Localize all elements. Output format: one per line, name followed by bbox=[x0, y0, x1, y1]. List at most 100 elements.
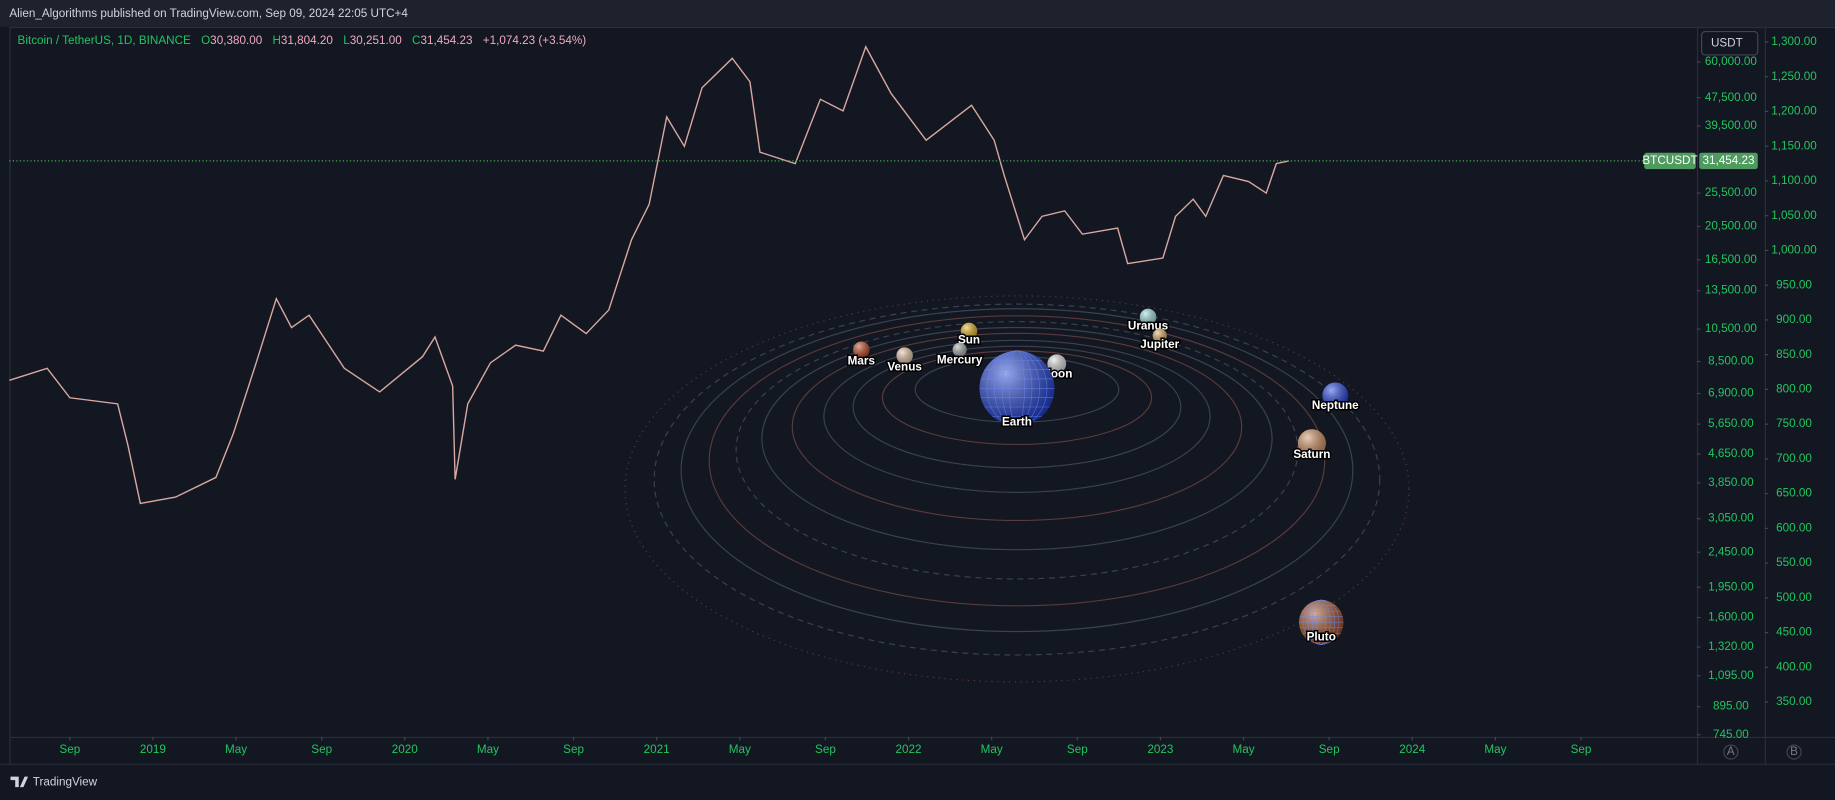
x-tick-label: 2024 bbox=[1399, 743, 1426, 756]
y2-tick-label: 750.00 bbox=[1776, 417, 1812, 430]
y-tick-label: 5,650.00 bbox=[1708, 417, 1754, 430]
scale-button[interactable]: B bbox=[1786, 744, 1802, 760]
y-tick-label: 16,500.00 bbox=[1705, 253, 1758, 266]
planet-shade bbox=[960, 322, 978, 340]
y-tick-label: 3,050.00 bbox=[1708, 512, 1754, 525]
button-circle bbox=[1723, 744, 1739, 760]
y2-tick-label: 950.00 bbox=[1776, 278, 1812, 291]
x-tick-label: 2023 bbox=[1147, 743, 1173, 756]
y2-tick-label: 1,150.00 bbox=[1771, 139, 1817, 152]
y-tick-label: 10,500.00 bbox=[1705, 322, 1758, 335]
y2-tick-label: 1,050.00 bbox=[1771, 209, 1817, 222]
y-tick-label: 47,500.00 bbox=[1705, 91, 1758, 104]
x-tick-label: Sep bbox=[59, 743, 80, 756]
ohlc-value: 30,380.00 bbox=[210, 34, 263, 47]
y-tick-label: 3,850.00 bbox=[1708, 476, 1754, 489]
price-line bbox=[9, 45, 1289, 505]
planet-label: Saturn bbox=[1293, 448, 1330, 461]
y-tick-label: 895.00 bbox=[1713, 700, 1749, 713]
orbit bbox=[624, 295, 1410, 683]
orbit bbox=[735, 321, 1299, 580]
planet-label: Earth bbox=[1002, 415, 1032, 428]
x-tick-label: Sep bbox=[311, 743, 332, 756]
y-tick-label: 2,450.00 bbox=[1708, 545, 1754, 558]
button-label: A bbox=[1727, 745, 1735, 758]
footer-brand: TradingView bbox=[10, 776, 98, 789]
price-tag-bg bbox=[1699, 152, 1758, 170]
orbit bbox=[852, 345, 1182, 469]
x-tick-label: 2021 bbox=[644, 743, 670, 756]
x-tick-label: May bbox=[981, 743, 1003, 756]
x-tick-label: Sep bbox=[815, 743, 836, 756]
button-frame bbox=[1701, 30, 1759, 56]
y-tick-label: 13,500.00 bbox=[1705, 284, 1758, 297]
planet-shade bbox=[1322, 382, 1349, 409]
y2-tick-label: 450.00 bbox=[1776, 626, 1812, 639]
brand-name: TradingView bbox=[33, 776, 98, 789]
y-tick-label: 6,900.00 bbox=[1708, 387, 1754, 400]
planet-label: Pluto bbox=[1307, 631, 1336, 644]
x-tick-label: Sep bbox=[1319, 743, 1340, 756]
y-tick-label: 60,000.00 bbox=[1705, 55, 1758, 68]
y2-tick-label: 600.00 bbox=[1776, 521, 1812, 534]
x-tick-label: May bbox=[1232, 743, 1254, 756]
x-tick-label: May bbox=[477, 743, 499, 756]
orbit bbox=[761, 326, 1273, 551]
x-tick-label: May bbox=[729, 743, 751, 756]
planet-shade bbox=[853, 341, 870, 358]
planet-shade bbox=[896, 347, 913, 364]
y2-tick-label: 900.00 bbox=[1776, 313, 1812, 326]
y-tick-label: 39,500.00 bbox=[1705, 119, 1758, 132]
x-tick-label: Sep bbox=[1067, 743, 1088, 756]
planet-shade bbox=[1297, 429, 1326, 458]
y-tick-label: 25,500.00 bbox=[1705, 186, 1758, 199]
orbit bbox=[653, 303, 1381, 656]
x-tick-label: Sep bbox=[1571, 743, 1592, 756]
scale-button[interactable]: A bbox=[1723, 744, 1739, 760]
y2-tick-label: 850.00 bbox=[1776, 348, 1812, 361]
planet-shade bbox=[1139, 308, 1157, 326]
y-tick-label: 1,600.00 bbox=[1708, 611, 1754, 624]
x-tick-label: Sep bbox=[563, 743, 584, 756]
y2-tick-label: 1,100.00 bbox=[1771, 174, 1817, 187]
y2-tick-label: 500.00 bbox=[1776, 591, 1812, 604]
planet-label: Mars bbox=[848, 354, 876, 367]
x-tick-label: May bbox=[1484, 743, 1506, 756]
price-tag-label: 31,454.23 bbox=[1702, 154, 1754, 167]
price-tag-name: BTCUSDT bbox=[1642, 154, 1697, 167]
y-tick-label: 4,650.00 bbox=[1708, 447, 1754, 460]
y2-tick-label: 1,200.00 bbox=[1771, 105, 1817, 118]
x-tick-label: 2022 bbox=[896, 743, 922, 756]
planet-shade bbox=[1047, 354, 1067, 374]
button-label: B bbox=[1790, 745, 1798, 758]
x-tick-label: May bbox=[225, 743, 247, 756]
button-label[interactable]: USDT bbox=[1711, 36, 1743, 49]
y2-tick-label: 1,000.00 bbox=[1771, 244, 1817, 257]
orbit bbox=[823, 339, 1211, 493]
publisher: Alien_Algorithms published on TradingVie… bbox=[9, 7, 408, 20]
planet-label: Neptune bbox=[1312, 399, 1359, 412]
y2-tick-label: 550.00 bbox=[1776, 556, 1812, 569]
y2-tick-label: 350.00 bbox=[1776, 695, 1812, 708]
planet-shade bbox=[952, 342, 967, 357]
price-tag-name-bg bbox=[1644, 152, 1696, 170]
y-tick-label: 8,500.00 bbox=[1708, 355, 1754, 368]
currency-button[interactable]: USDT bbox=[1701, 30, 1759, 56]
ohlc-value: 31,804.20 bbox=[281, 34, 334, 47]
button-circle bbox=[1786, 744, 1802, 760]
brand-logo bbox=[10, 776, 29, 788]
x-tick-label: 2019 bbox=[140, 743, 166, 756]
y-tick-label: 20,500.00 bbox=[1705, 220, 1758, 233]
orbit bbox=[680, 308, 1354, 633]
ohlc-key: O bbox=[201, 34, 210, 47]
ohlc-key: L bbox=[343, 34, 350, 47]
y2-tick-label: 650.00 bbox=[1776, 487, 1812, 500]
x-tick-label: 2020 bbox=[392, 743, 419, 756]
orbit bbox=[708, 315, 1326, 607]
planet-label: Jupiter bbox=[1140, 338, 1179, 351]
frame bbox=[0, 26, 1835, 765]
orbit bbox=[791, 332, 1243, 522]
change: +1,074.23 (+3.54%) bbox=[483, 34, 586, 47]
